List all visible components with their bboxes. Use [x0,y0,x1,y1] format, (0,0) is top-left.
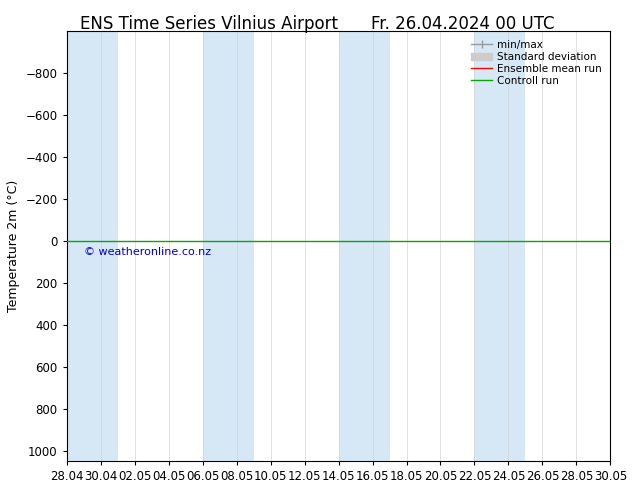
Bar [474,31,526,461]
Bar [203,31,254,461]
Bar [67,31,118,461]
Text: ENS Time Series Vilnius Airport: ENS Time Series Vilnius Airport [81,15,338,33]
Bar [611,31,634,461]
Bar [339,31,389,461]
Text: © weatheronline.co.nz: © weatheronline.co.nz [84,247,210,257]
Text: Fr. 26.04.2024 00 UTC: Fr. 26.04.2024 00 UTC [371,15,555,33]
Legend: min/max, Standard deviation, Ensemble mean run, Controll run: min/max, Standard deviation, Ensemble me… [468,37,605,89]
Y-axis label: Temperature 2m (°C): Temperature 2m (°C) [7,180,20,312]
